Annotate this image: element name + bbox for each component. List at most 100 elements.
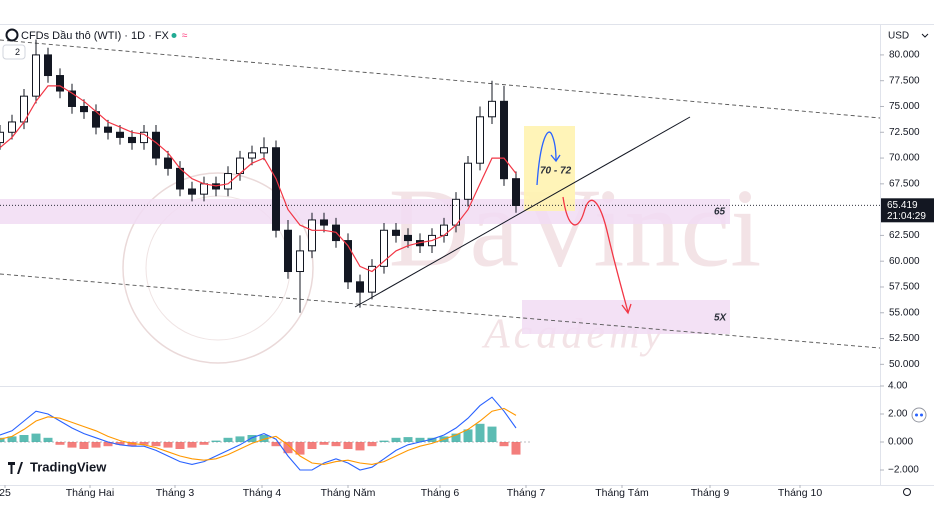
symbol-icon[interactable] — [5, 28, 19, 42]
candle-body — [464, 162, 472, 200]
candle-body — [272, 147, 280, 231]
market-status[interactable] — [171, 33, 177, 38]
lower-zone-label: 5X — [714, 313, 728, 324]
y-tick-label: 60.000 — [889, 256, 920, 267]
histogram-bar — [295, 442, 305, 455]
channel-top — [0, 39, 881, 119]
drawing-layer: 70 - 72 65 5X — [536, 131, 728, 324]
support-label: 65 — [714, 207, 726, 218]
histogram-bar — [247, 435, 257, 442]
indicator-toggle[interactable] — [2, 44, 26, 60]
candle-body — [296, 250, 304, 273]
candle-body — [356, 281, 364, 293]
candle-body — [248, 152, 256, 159]
histogram-bar — [43, 437, 53, 442]
histogram-bar — [499, 442, 509, 447]
histogram-bar — [223, 437, 233, 442]
y-tick-label: 80.000 — [889, 50, 920, 61]
brand-logo[interactable] — [8, 462, 23, 474]
histogram-bar — [403, 437, 413, 442]
histogram-bar — [319, 442, 329, 445]
macd-line — [0, 396, 517, 471]
y-tick-label: 77.500 — [889, 75, 920, 86]
icon-dot[interactable] — [920, 413, 923, 417]
candle-body — [188, 188, 196, 195]
x-tick-label: Tháng 9 — [691, 487, 730, 499]
x-tick-label: Tháng 7 — [507, 487, 546, 499]
x-tick-label: Tháng 10 — [778, 487, 823, 499]
candle-body — [68, 90, 76, 107]
y-tick-label: 62.500 — [889, 230, 920, 241]
y-tick-label: 55.000 — [889, 307, 920, 318]
histogram-bar — [271, 442, 281, 447]
histogram-bar — [115, 442, 125, 445]
brand[interactable]: TradingView — [30, 459, 107, 474]
y-tick-label: 2.00 — [888, 409, 908, 420]
histogram-bar — [235, 436, 245, 442]
x-tick-label: Tháng Hai — [66, 487, 114, 499]
chart-title[interactable]: CFDs Dầu thô (WTI) · 1D · FX — [21, 30, 170, 42]
x-tick-label: Tháng 4 — [243, 487, 282, 499]
indicator-count[interactable]: 2 — [15, 47, 20, 57]
down-arrow-head — [621, 303, 632, 315]
candle-body — [116, 131, 124, 138]
histogram-bar — [415, 437, 425, 442]
histogram-bar — [91, 442, 101, 448]
histogram-bar — [139, 442, 149, 445]
y-tick-label: 67.500 — [889, 178, 920, 189]
x-tick-label: 25 — [0, 487, 11, 499]
currency[interactable]: USD — [888, 31, 909, 42]
histogram-bar — [187, 442, 197, 448]
candle-body — [200, 183, 208, 195]
currency-caret[interactable] — [921, 33, 929, 38]
candle-body — [344, 240, 352, 283]
target-label: 70 - 72 — [540, 166, 572, 177]
candle-body — [44, 54, 52, 77]
y-tick-label: 0.000 — [888, 437, 913, 448]
candle-body — [32, 54, 40, 97]
histogram-bar — [391, 437, 401, 442]
x-tick-label: Tháng 6 — [421, 487, 460, 499]
candle-body — [56, 75, 64, 92]
histogram-bar — [355, 442, 365, 451]
plot-layer — [0, 39, 880, 471]
candle-body — [392, 229, 400, 236]
histogram-bar — [511, 442, 521, 455]
histogram-bar — [259, 435, 269, 442]
histogram-bar — [463, 429, 473, 442]
histogram-bar — [451, 433, 461, 442]
histogram-bar — [127, 442, 137, 447]
countdown: 21:04:29 — [887, 211, 926, 222]
candle-body — [368, 265, 376, 293]
icon[interactable] — [911, 407, 927, 423]
status-icon[interactable]: ≈ — [182, 31, 188, 42]
histogram-bar — [151, 442, 161, 447]
histogram-bar — [343, 442, 353, 449]
up-arrow — [536, 131, 557, 186]
watermark-emblem — [122, 172, 314, 364]
candle-body — [488, 100, 496, 118]
y-tick-label: −2.000 — [888, 465, 919, 476]
candle-body — [380, 229, 388, 267]
histogram-bar — [283, 442, 293, 454]
settings-icon[interactable] — [903, 488, 911, 496]
histogram-bar — [103, 442, 113, 447]
icon-dot[interactable] — [915, 413, 918, 417]
y-tick-label: 75.000 — [889, 101, 920, 112]
channel-bottom — [0, 273, 881, 349]
histogram-bar — [67, 442, 77, 448]
macd-line — [0, 407, 517, 465]
histogram-bar — [379, 440, 389, 442]
trend-line — [354, 116, 691, 308]
candle-body — [260, 147, 268, 154]
candle-body — [164, 157, 172, 169]
candle-body — [0, 131, 4, 144]
histogram-bar — [175, 442, 185, 449]
candle-body — [500, 100, 508, 180]
up-arrow-head — [550, 154, 561, 163]
y-tick-label: 57.500 — [889, 282, 920, 293]
histogram-bar — [79, 442, 89, 449]
candle-body — [80, 105, 88, 113]
